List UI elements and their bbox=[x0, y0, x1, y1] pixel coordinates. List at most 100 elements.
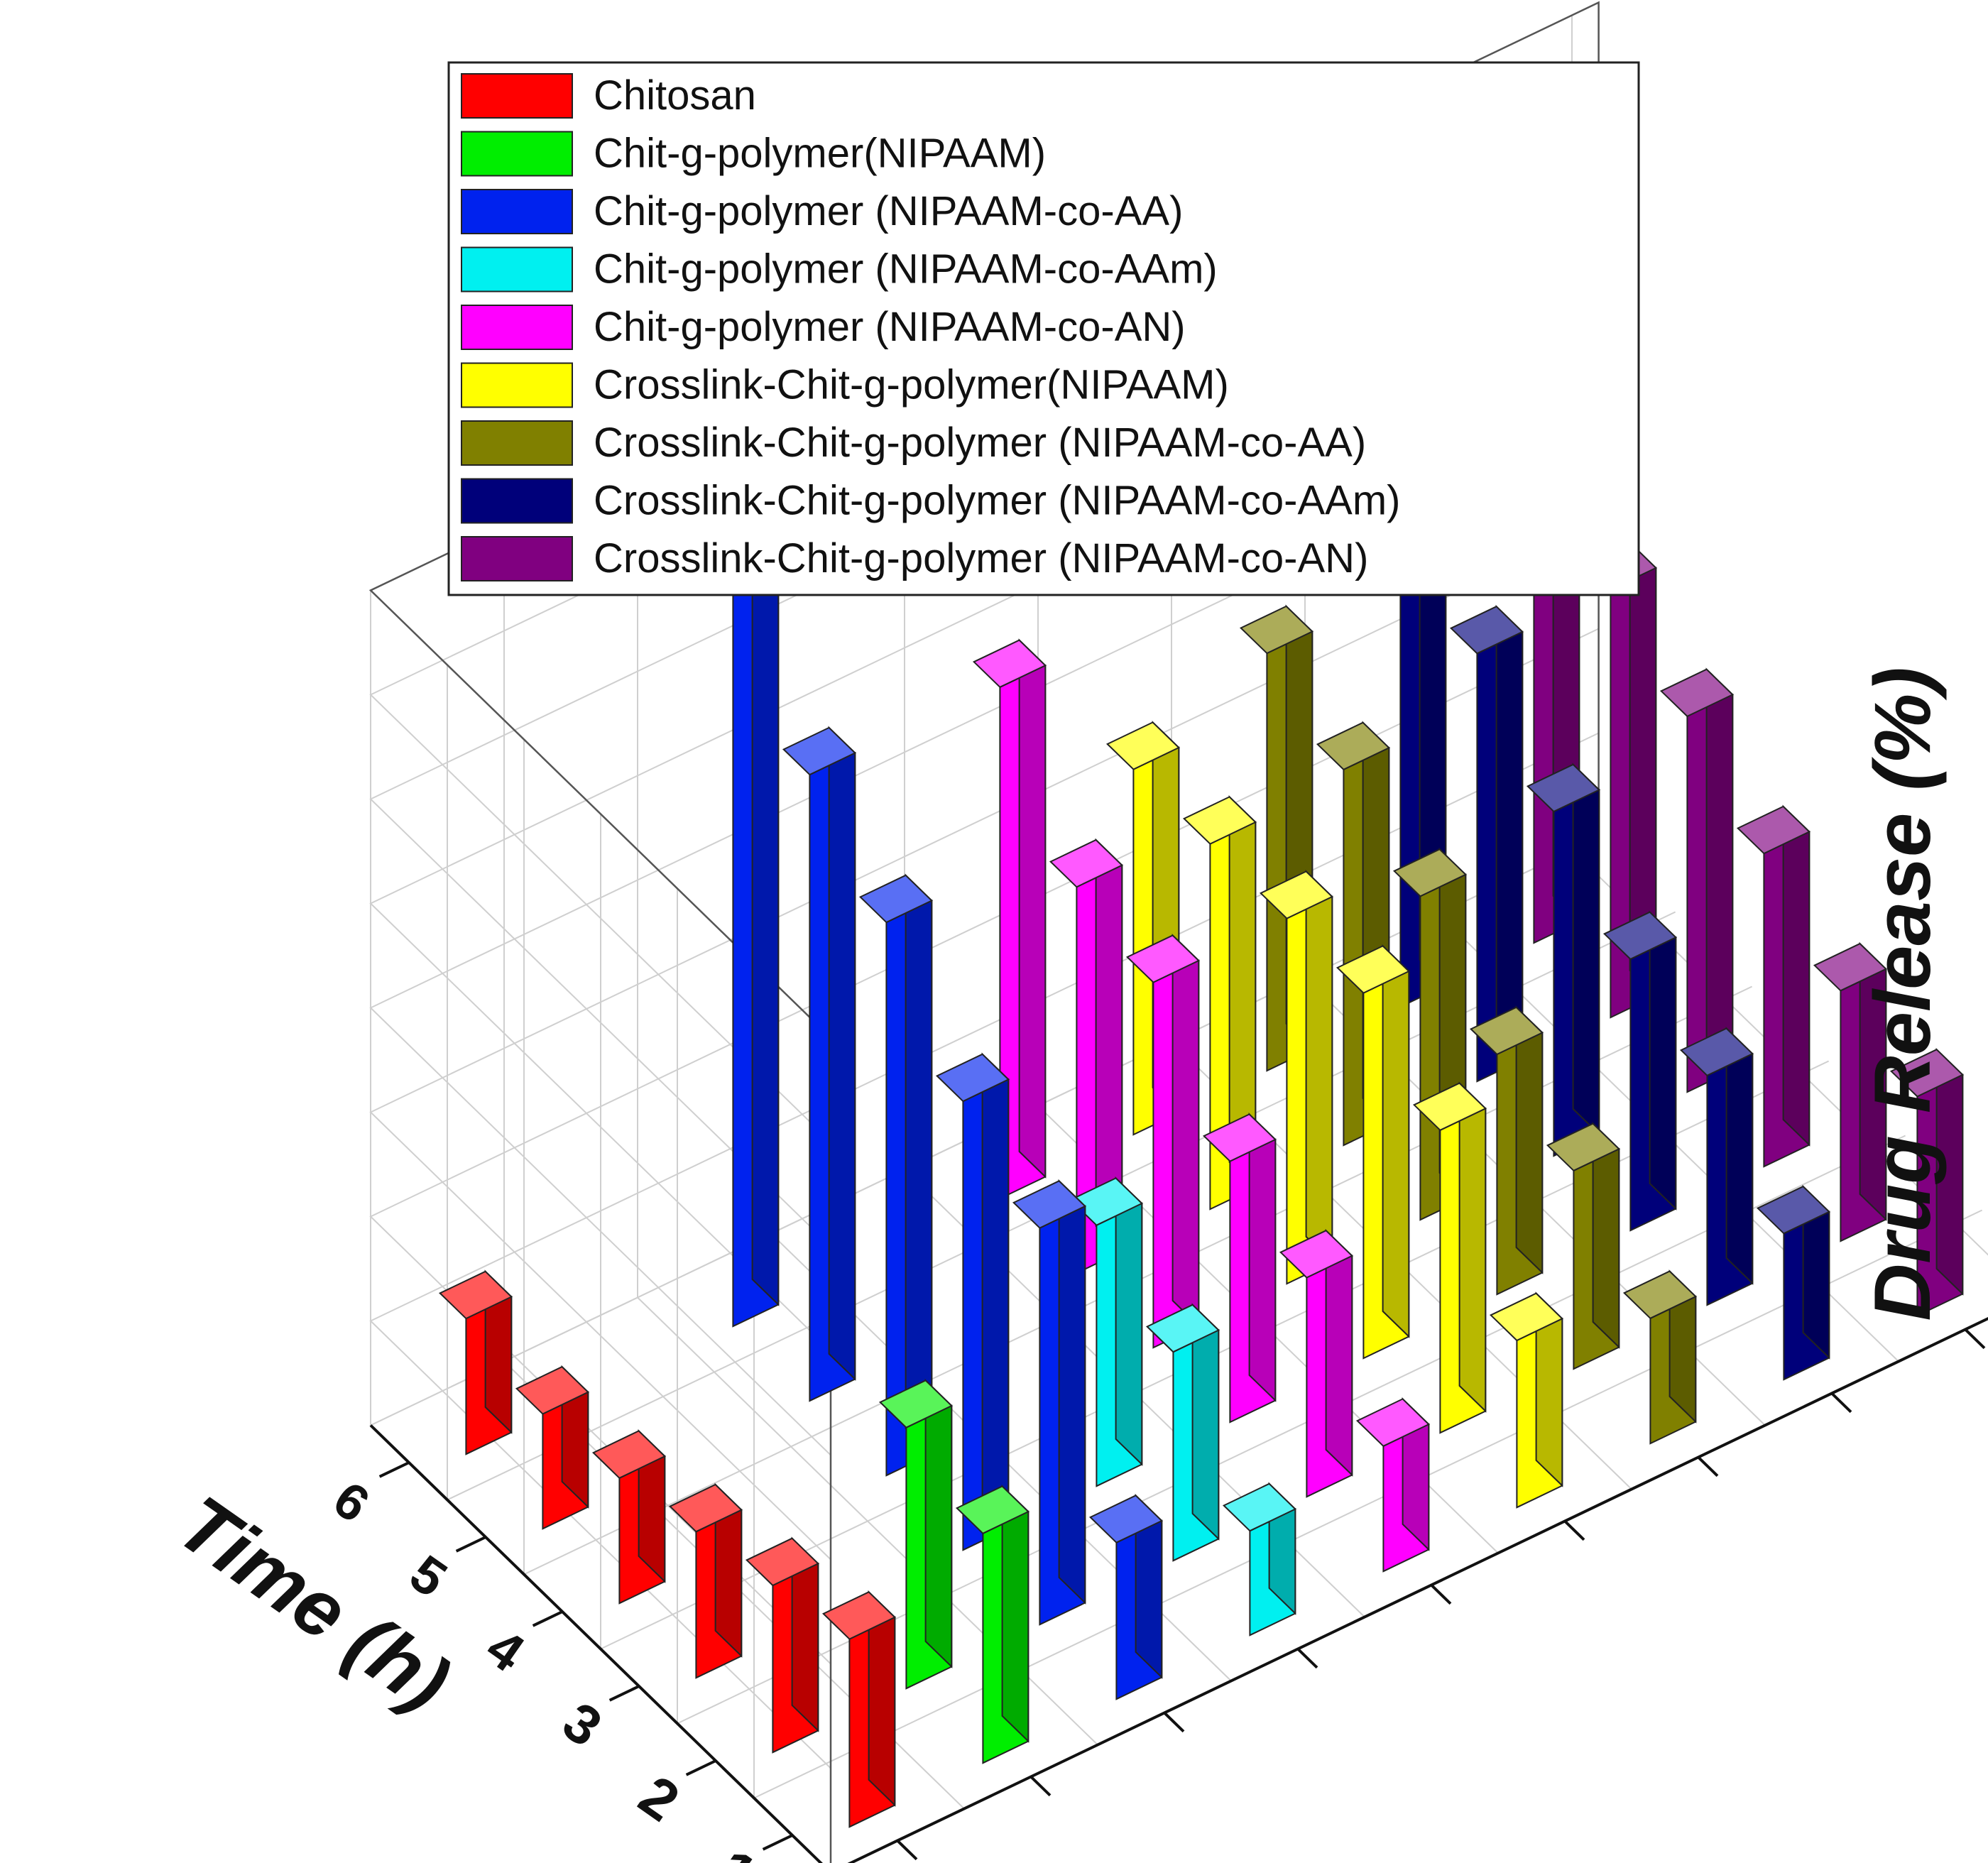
legend: Chitosan Chit-g-polymer(NIPAAM) Chit-g-pol… bbox=[447, 61, 1640, 596]
floor-gridline bbox=[753, 1209, 1983, 1799]
bar-Chit-g-polymer (NIPAAM-co-AA)-t2 bbox=[1012, 1179, 1087, 1626]
bar-Chit-g-polymer (NIPAAM-co-AN)-t6 bbox=[972, 638, 1047, 1200]
series-tick bbox=[1030, 1776, 1052, 1797]
bar-top-face bbox=[1202, 1113, 1277, 1162]
legend-item: Chit-g-polymer (NIPAAM-co-AA) bbox=[461, 188, 1183, 234]
bar-top-face bbox=[745, 1537, 820, 1587]
legend-item: Chit-g-polymer (NIPAAM-co-AAm) bbox=[461, 246, 1218, 293]
bar-top-face bbox=[1756, 1185, 1831, 1235]
bar-top-face bbox=[1239, 605, 1314, 655]
bar-Chit-g-polymer (NIPAAM-co-AAm)-t1 bbox=[1222, 1482, 1297, 1637]
time-tick-label: 5 bbox=[400, 1544, 457, 1609]
time-tick-label: 4 bbox=[476, 1617, 535, 1684]
bar-side-face bbox=[1649, 910, 1677, 1211]
series-tick bbox=[1964, 1328, 1986, 1350]
bar-side-face bbox=[1058, 1179, 1086, 1605]
bar-Crosslink-Chit-g-polymer(NIPAAM)-t1 bbox=[1489, 1291, 1564, 1509]
legend-label: Chitosan bbox=[594, 72, 756, 119]
time-tick bbox=[762, 1834, 793, 1851]
legend-item: Crosslink-Chit-g-polymer (NIPAAM-co-AA) bbox=[461, 420, 1366, 466]
bar-top-face bbox=[1602, 911, 1678, 961]
bar-Chit-g-polymer (NIPAAM-co-AA)-t1 bbox=[1088, 1493, 1164, 1700]
series-tick bbox=[1563, 1520, 1585, 1541]
legend-swatch bbox=[461, 478, 573, 524]
bar-top-face bbox=[782, 726, 857, 776]
time-tick bbox=[455, 1536, 486, 1553]
legend-label: Crosslink-Chit-g-polymer (NIPAAM-co-AAm) bbox=[594, 478, 1401, 524]
bar-top-face bbox=[1125, 934, 1201, 983]
bar-top-face bbox=[668, 1483, 743, 1533]
bar-top-face bbox=[935, 1053, 1010, 1103]
bar-Crosslink-Chit-g-polymer (NIPAAM-co-AAm)-t4 bbox=[1526, 763, 1601, 1157]
bar-top-face bbox=[1546, 1122, 1621, 1172]
legend-swatch bbox=[461, 362, 573, 408]
bar-side-face bbox=[981, 1052, 1010, 1530]
bar-side-face bbox=[1495, 604, 1524, 1061]
time-tick bbox=[608, 1685, 640, 1702]
series-axis-line bbox=[847, 1316, 1988, 1863]
bar-Chitosan-t1 bbox=[821, 1590, 897, 1828]
bar-Chitosan-t6 bbox=[438, 1269, 513, 1455]
series-tick bbox=[1830, 1392, 1852, 1414]
bar-side-face bbox=[1725, 1027, 1754, 1285]
bar-top-face bbox=[1088, 1495, 1164, 1544]
bar-Crosslink-Chit-g-polymer (NIPAAM-co-AN)-t2 bbox=[1813, 941, 1888, 1242]
bar-Chitosan-t3 bbox=[668, 1482, 743, 1679]
time-tick-label: 1 bbox=[704, 1837, 768, 1863]
bar-Chit-g-polymer (NIPAAM-co-AN)-t3 bbox=[1202, 1113, 1277, 1424]
bar-top-face bbox=[1355, 1398, 1431, 1448]
bar-top-face bbox=[1316, 721, 1391, 771]
legend-label: Crosslink-Chit-g-polymer(NIPAAM) bbox=[594, 362, 1229, 408]
bar-Crosslink-Chit-g-polymer(NIPAAM)-t3 bbox=[1336, 944, 1411, 1360]
bar-side-face bbox=[1305, 870, 1333, 1264]
legend-frame bbox=[447, 61, 1640, 596]
bar-side-face bbox=[1458, 1081, 1487, 1413]
series-tick bbox=[896, 1840, 918, 1861]
series-tick bbox=[1163, 1712, 1185, 1733]
bar-top-face bbox=[972, 639, 1047, 689]
bar-top-face bbox=[1182, 796, 1257, 845]
bar-top-face bbox=[1259, 870, 1334, 919]
bar-Crosslink-Chit-g-polymer (NIPAAM-co-AA)-t3 bbox=[1469, 1005, 1544, 1296]
bar-top-face bbox=[821, 1591, 897, 1640]
bar-side-face bbox=[1782, 804, 1810, 1147]
bar-Crosslink-Chit-g-polymer (NIPAAM-co-AA)-t2 bbox=[1546, 1122, 1621, 1370]
series-tick bbox=[1697, 1456, 1719, 1477]
bar-top-face bbox=[1145, 1304, 1220, 1353]
time-tick bbox=[685, 1759, 716, 1776]
bar-Chit-g-polymer (NIPAAM-co-AAm)-t2 bbox=[1145, 1303, 1220, 1562]
bar-top-face bbox=[1392, 848, 1468, 897]
bar-side-face bbox=[1248, 1113, 1277, 1402]
time-tick bbox=[532, 1610, 563, 1627]
bar-top-face bbox=[1813, 942, 1888, 992]
bar-top-face bbox=[1336, 945, 1411, 994]
bar-Crosslink-Chit-g-polymer (NIPAAM-co-AN)-t1 bbox=[1889, 1047, 1965, 1317]
legend-item: Chitosan bbox=[461, 72, 756, 119]
legend-item: Crosslink-Chit-g-polymer(NIPAAM) bbox=[461, 362, 1229, 408]
bar-side-face bbox=[1018, 638, 1047, 1179]
legend-item: Chit-g-polymer (NIPAAM-co-AN) bbox=[461, 304, 1186, 350]
bar-side-face bbox=[1001, 1485, 1030, 1743]
legend-swatch bbox=[461, 131, 573, 177]
time-axis-line bbox=[369, 1424, 823, 1863]
bar-Chit-g-polymer (NIPAAM-co-AN)-t1 bbox=[1355, 1397, 1431, 1573]
bar-Crosslink-Chit-g-polymer (NIPAAM-co-AA)-t1 bbox=[1622, 1269, 1698, 1445]
bar-top-face bbox=[878, 1380, 954, 1428]
bar-top-face bbox=[1469, 1006, 1544, 1056]
bar-top-face bbox=[1105, 721, 1181, 770]
legend-label: Chit-g-polymer (NIPAAM-co-AN) bbox=[594, 304, 1186, 350]
bar-top-face bbox=[1279, 1229, 1354, 1279]
bar-top-face bbox=[1449, 605, 1524, 655]
bar-Crosslink-Chit-g-polymer(NIPAAM)-t2 bbox=[1412, 1081, 1487, 1434]
bar-top-face bbox=[1489, 1292, 1564, 1342]
bar-top-face bbox=[1889, 1048, 1965, 1098]
legend-swatch bbox=[461, 536, 573, 581]
bar-Crosslink-Chit-g-polymer (NIPAAM-co-AAm)-t1 bbox=[1756, 1184, 1831, 1381]
bar-Crosslink-Chit-g-polymer (NIPAAM-co-AAm)-t5 bbox=[1449, 604, 1524, 1083]
time-tick-label: 3 bbox=[552, 1690, 613, 1759]
bar-side-face bbox=[1382, 944, 1410, 1338]
time-tick-label: 6 bbox=[323, 1471, 379, 1534]
series-tick bbox=[1430, 1584, 1452, 1605]
legend-label: Crosslink-Chit-g-polymer (NIPAAM-co-AA) bbox=[594, 420, 1366, 466]
